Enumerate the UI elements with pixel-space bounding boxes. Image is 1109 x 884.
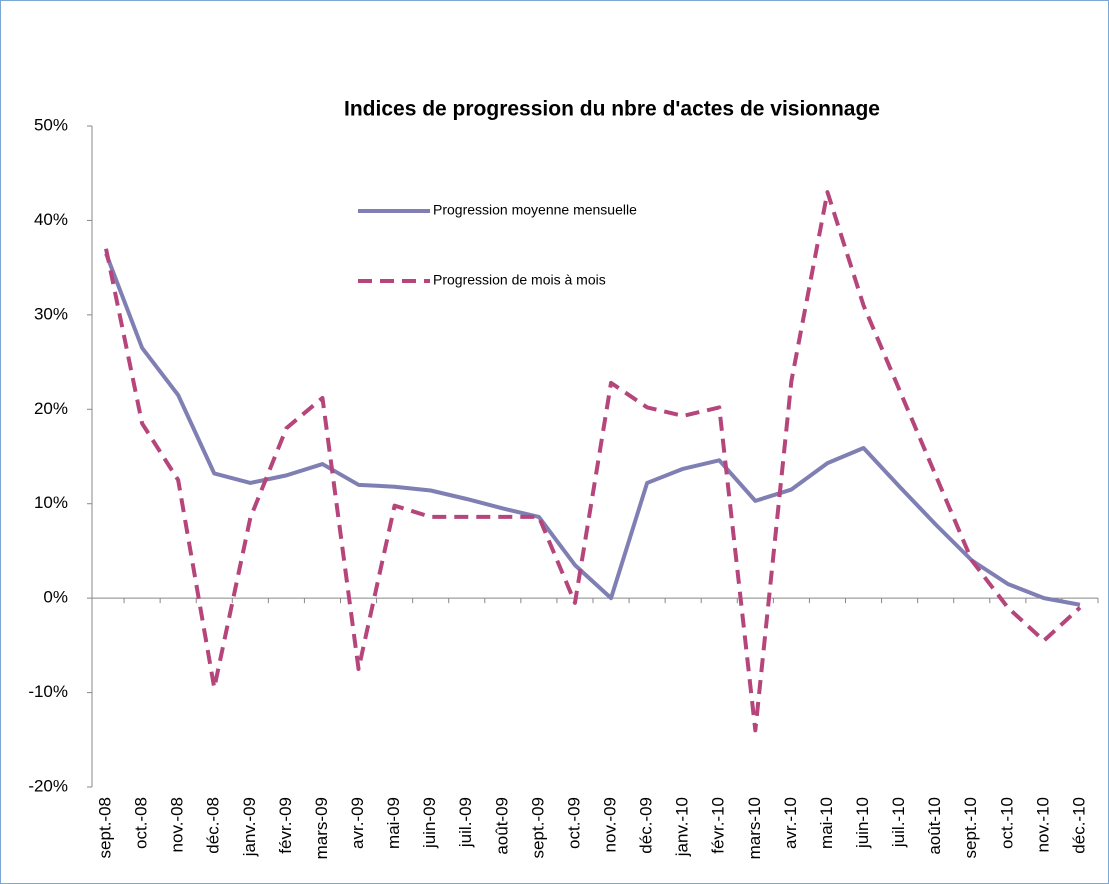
x-tick-label: déc.-08 <box>204 797 223 854</box>
x-tick-label: mai-10 <box>817 797 836 849</box>
y-tick-label: 20% <box>34 399 68 418</box>
y-tick-label: 50% <box>34 115 68 134</box>
y-tick-label: 30% <box>34 304 68 323</box>
x-tick-label: avr.-10 <box>781 797 800 849</box>
y-tick-label: -20% <box>28 776 68 795</box>
x-tick-label: déc.-10 <box>1069 797 1088 854</box>
x-tick-label: mars-10 <box>745 797 764 859</box>
x-tick-label: janv.-10 <box>673 797 692 857</box>
x-tick-label: juin-10 <box>853 797 872 849</box>
x-tick-label: déc.-09 <box>637 797 656 854</box>
x-tick-label: oct.-09 <box>564 797 583 849</box>
y-tick-label: 40% <box>34 210 68 229</box>
x-tick-label: juil.-10 <box>889 797 908 848</box>
x-tick-label: sept.-10 <box>961 797 980 858</box>
series-line <box>104 190 1082 733</box>
y-tick-label: 10% <box>34 493 68 512</box>
chart-title: Indices de progression du nbre d'actes d… <box>344 98 880 121</box>
x-tick-label: juin-09 <box>420 797 439 849</box>
x-tick-label: juil.-09 <box>456 797 475 848</box>
x-tick-label: mars-09 <box>312 797 331 859</box>
x-tick-label: avr.-09 <box>348 797 367 849</box>
x-tick-label: févr.-09 <box>276 797 295 854</box>
x-tick-label: nov.-10 <box>1033 797 1052 852</box>
series-line <box>104 252 1081 607</box>
y-tick-label: -10% <box>28 682 68 701</box>
x-tick-label: oct.-10 <box>997 797 1016 849</box>
x-tick-label: août-09 <box>492 797 511 855</box>
x-tick-label: nov.-08 <box>168 797 187 852</box>
x-tick-label: janv.-09 <box>240 797 259 857</box>
x-tick-label: août-10 <box>925 797 944 855</box>
legend-label: Progression de mois à mois <box>433 272 606 288</box>
x-tick-label: oct.-08 <box>132 797 151 849</box>
x-tick-label: nov.-09 <box>601 797 620 852</box>
y-tick-label: 0% <box>43 588 68 607</box>
x-tick-label: févr.-10 <box>709 797 728 854</box>
legend-label: Progression moyenne mensuelle <box>433 202 637 218</box>
x-tick-label: sept.-09 <box>528 797 547 858</box>
x-tick-label: sept.-08 <box>96 797 115 858</box>
x-tick-label: mai-09 <box>384 797 403 849</box>
